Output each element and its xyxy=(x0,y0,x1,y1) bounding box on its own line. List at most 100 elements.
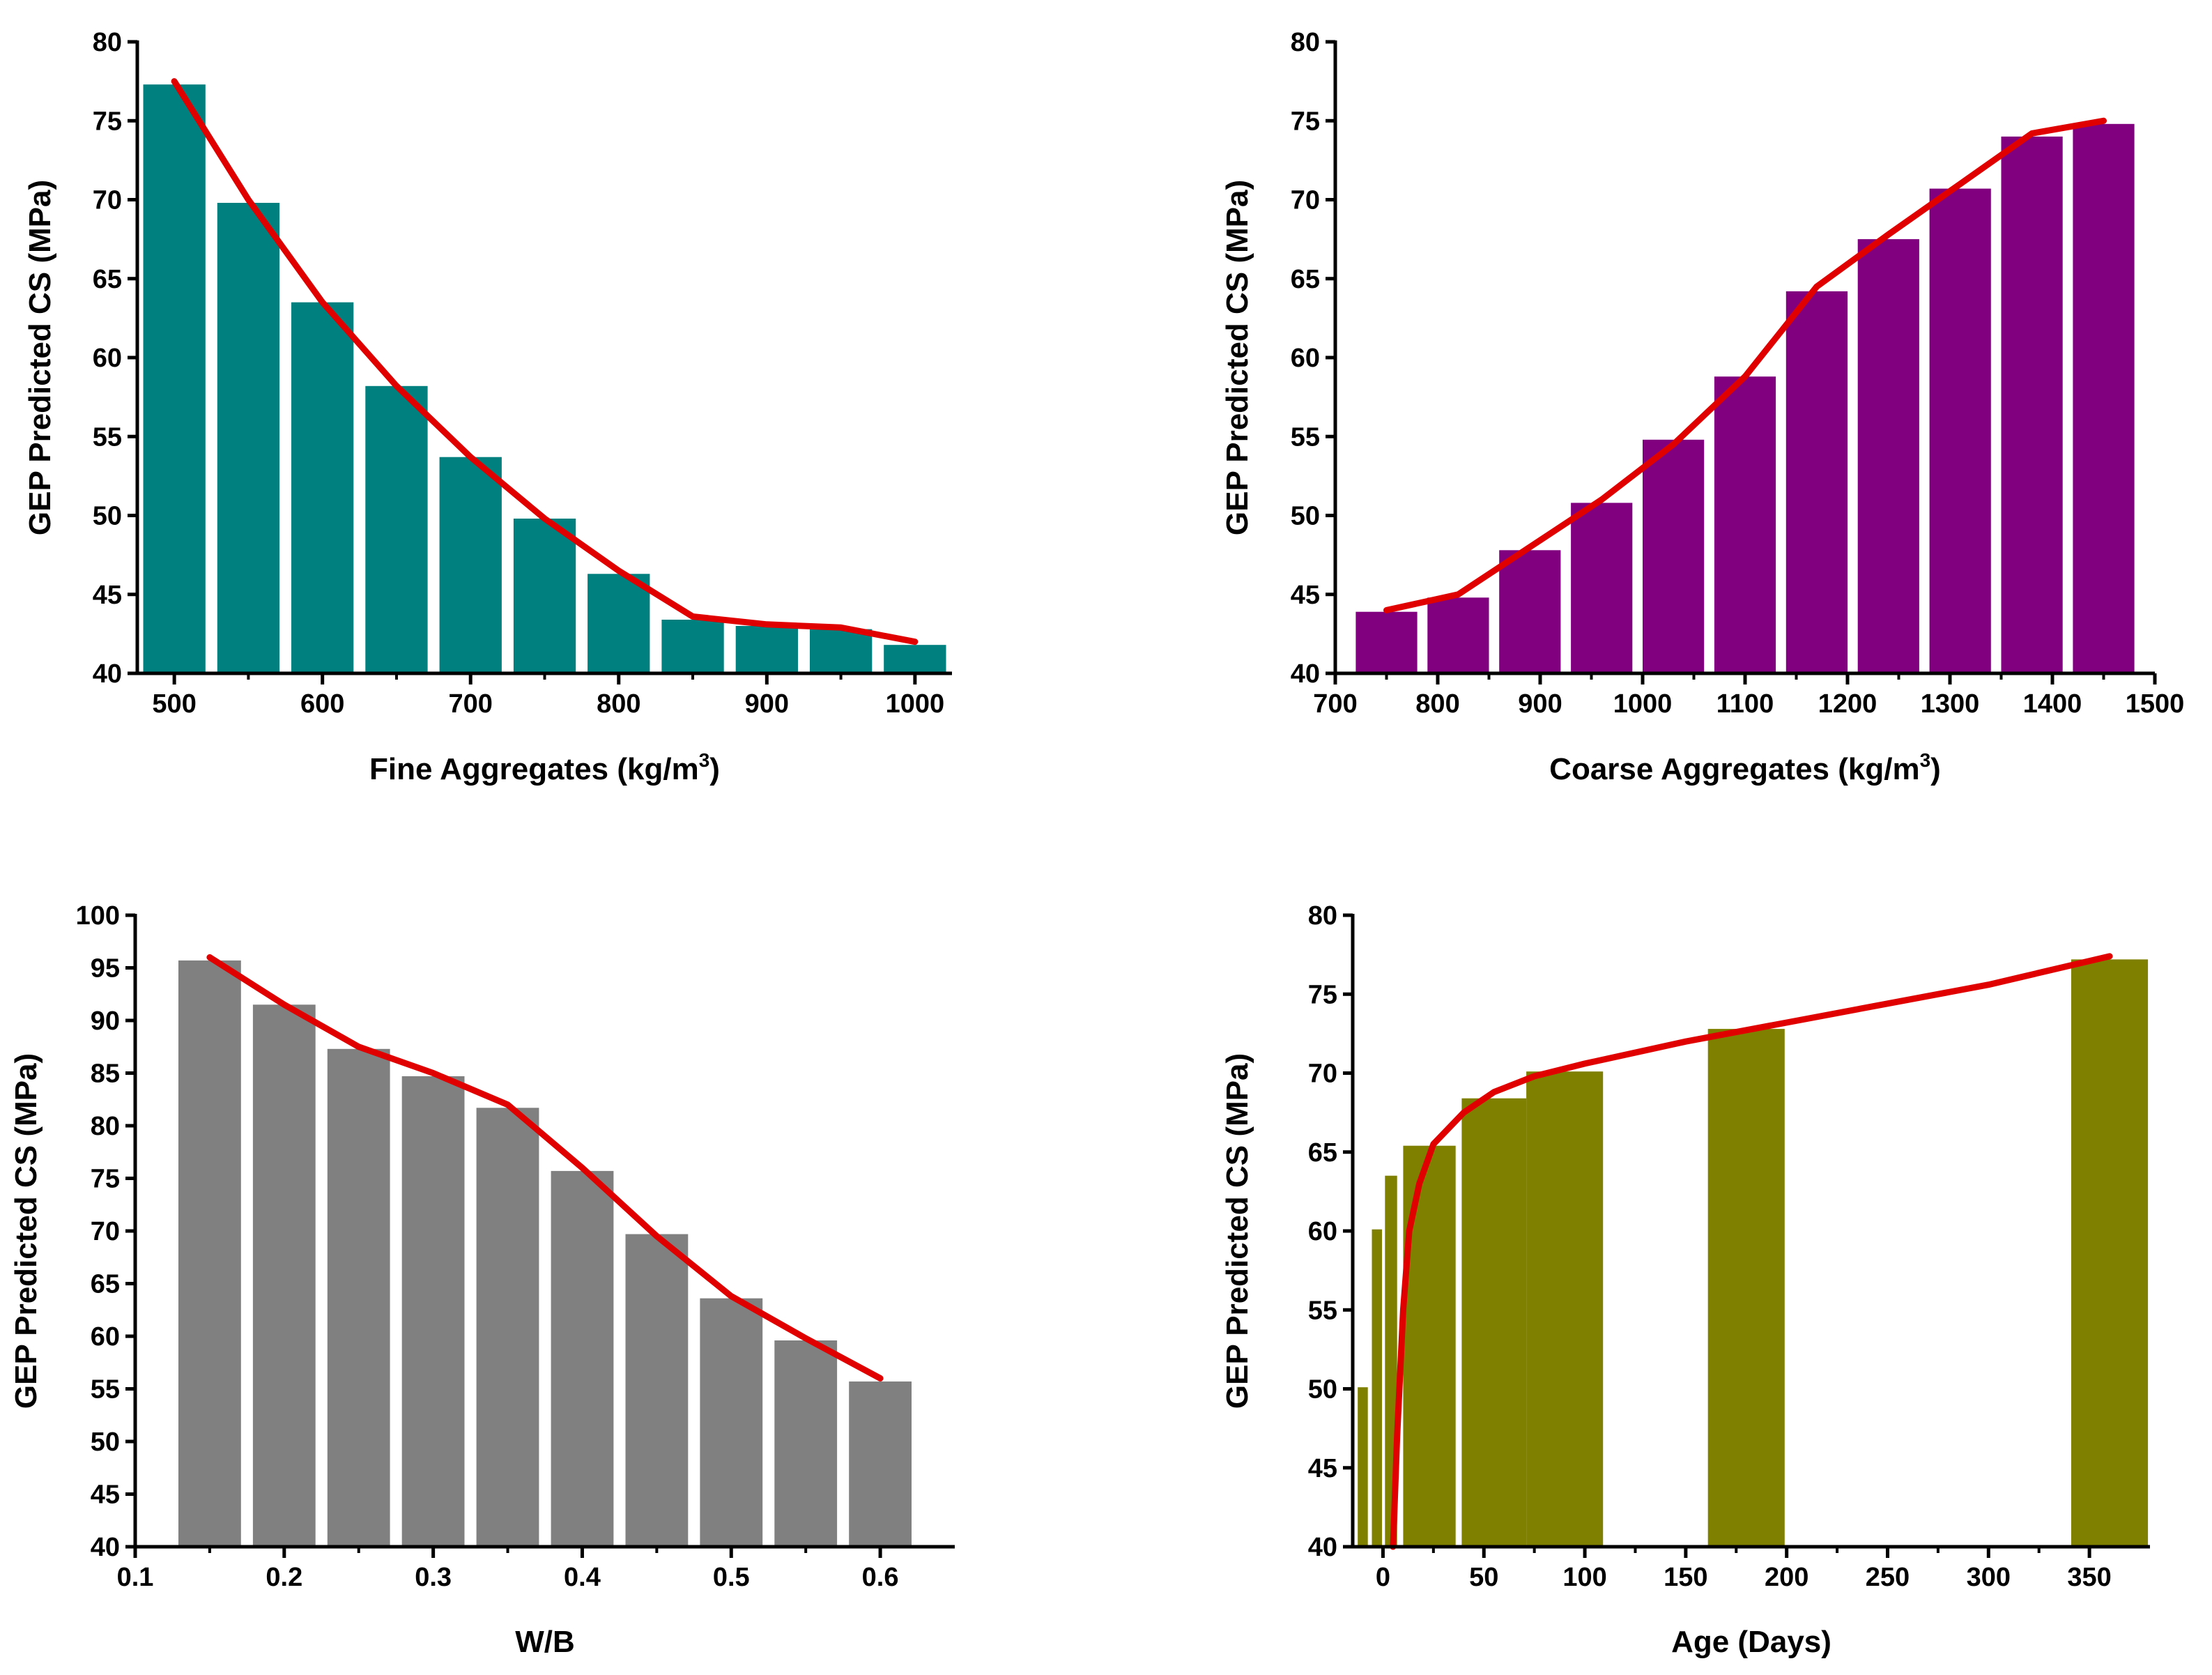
y-axis-label: GEP Predicted CS (MPa) xyxy=(1220,180,1254,535)
chart-panel-2: 40 45 50 55 60 65 70 75 80 700 800 900 1000 1100 1200 1… xyxy=(1220,28,2184,786)
y-tick-label: 90 xyxy=(91,1007,120,1036)
x-tick-label: 1200 xyxy=(1818,689,1877,719)
bar-2 xyxy=(1427,597,1489,673)
bar-2 xyxy=(1372,1229,1382,1547)
bar-6 xyxy=(1714,376,1776,673)
y-tick-label: 55 xyxy=(93,422,122,452)
y-tick-label: 40 xyxy=(93,659,122,689)
x-tick-label: 1000 xyxy=(1613,689,1673,719)
x-tick-label: 0.4 xyxy=(564,1563,601,1592)
y-tick-label: 80 xyxy=(91,1112,120,1141)
bar-11 xyxy=(884,645,946,673)
x-tick-label: 1100 xyxy=(1716,689,1774,719)
x-tick-label: 800 xyxy=(1415,689,1459,719)
bar-8 xyxy=(700,1298,763,1547)
y-tick-label: 85 xyxy=(91,1060,120,1089)
bar-5 xyxy=(439,457,502,673)
x-axis-label-tail: ) xyxy=(1930,752,1941,786)
x-tick-label: 0.2 xyxy=(266,1563,302,1592)
y-tick-label: 50 xyxy=(1308,1375,1337,1405)
x-axis-label: Age (Days) xyxy=(1671,1625,1831,1659)
x-tick-label: 0.5 xyxy=(713,1563,750,1592)
bar-4 xyxy=(365,385,428,673)
x-tick-label: 300 xyxy=(1967,1563,2011,1592)
bar-8 xyxy=(661,620,724,673)
y-tick-label: 100 xyxy=(76,901,120,931)
x-tick-label: 0.3 xyxy=(415,1563,452,1592)
trend-line xyxy=(1390,953,2113,1550)
x-axis-label: Coarse Aggregates (kg/m3) xyxy=(1549,749,1941,786)
y-tick-label: 80 xyxy=(93,28,122,57)
x-axis-label: Fine Aggregates (kg/m3) xyxy=(369,749,720,786)
y-tick-label: 60 xyxy=(91,1322,120,1352)
bar-11 xyxy=(2073,123,2135,674)
bar-4 xyxy=(1571,503,1633,673)
y-tick-label: 75 xyxy=(91,1165,120,1194)
x-tick-label: 900 xyxy=(1518,689,1562,719)
x-tick-label: 50 xyxy=(1469,1563,1498,1592)
bar-3 xyxy=(327,1048,390,1547)
y-tick-label: 50 xyxy=(1291,502,1320,531)
x-tick-label: 1300 xyxy=(1921,689,1980,719)
bar-9 xyxy=(774,1340,838,1547)
x-axis-label-superscript: 3 xyxy=(1920,749,1931,771)
x-tick-label: 700 xyxy=(1313,689,1357,719)
chart-panel-1: 40 45 50 55 60 65 70 75 80 500 600 700 800 900 1000 Fin… xyxy=(23,28,952,786)
bar-10 xyxy=(810,629,873,673)
x-axis-label: W/B xyxy=(515,1625,575,1659)
y-tick-label: 40 xyxy=(1291,659,1320,689)
bar-9 xyxy=(735,626,798,673)
y-axis-label: GEP Predicted CS (MPa) xyxy=(23,180,57,535)
y-tick-label: 70 xyxy=(91,1217,120,1246)
y-tick-label: 45 xyxy=(93,581,122,610)
x-tick-label: 250 xyxy=(1866,1563,1910,1592)
y-tick-label: 55 xyxy=(1291,422,1320,452)
y-tick-label: 40 xyxy=(91,1533,120,1562)
x-tick-label: 0.6 xyxy=(862,1563,899,1592)
x-axis-label-tail: ) xyxy=(709,752,720,786)
bar-2 xyxy=(217,203,280,673)
bar-1 xyxy=(1355,611,1418,673)
y-tick-label: 80 xyxy=(1291,28,1320,57)
y-tick-label: 50 xyxy=(93,502,122,531)
y-tick-label: 70 xyxy=(1291,186,1320,215)
bar-5 xyxy=(1643,439,1705,673)
x-tick-label: 1400 xyxy=(2023,689,2082,719)
x-tick-label: 200 xyxy=(1765,1563,1808,1592)
x-axis-label-superscript: 3 xyxy=(699,749,710,771)
bar-8 xyxy=(1857,239,1919,674)
x-tick-label: 100 xyxy=(1562,1563,1606,1592)
y-tick-label: 75 xyxy=(93,107,122,136)
bar-2 xyxy=(252,1004,316,1547)
chart-panel-3: 40 45 50 55 60 65 70 75 80 85 90 95 100 0.1 0.2 0.3 0.4 0… xyxy=(9,901,955,1659)
bar-8 xyxy=(2071,959,2149,1547)
x-tick-label: 800 xyxy=(597,689,640,719)
bar-6 xyxy=(513,519,576,673)
y-tick-label: 60 xyxy=(1291,344,1320,373)
y-tick-label: 80 xyxy=(1308,901,1337,931)
bar-1 xyxy=(1358,1387,1368,1547)
y-tick-label: 95 xyxy=(91,954,120,984)
y-tick-label: 50 xyxy=(91,1428,120,1457)
bar-3 xyxy=(1499,550,1561,673)
bar-7 xyxy=(1785,291,1848,673)
bar-1 xyxy=(178,960,241,1547)
bar-3 xyxy=(291,302,354,673)
bar-5 xyxy=(1461,1098,1527,1547)
y-tick-label: 65 xyxy=(1308,1138,1337,1168)
bar-6 xyxy=(1526,1071,1604,1547)
x-tick-label: 900 xyxy=(745,689,789,719)
y-tick-label: 60 xyxy=(93,344,122,373)
x-tick-label: 1500 xyxy=(2126,689,2185,719)
y-tick-label: 60 xyxy=(1308,1217,1337,1246)
y-tick-label: 65 xyxy=(93,265,122,294)
bar-7 xyxy=(1707,1029,1785,1547)
trend-line xyxy=(171,78,919,645)
y-tick-label: 75 xyxy=(1291,107,1320,136)
y-axis-label: GEP Predicted CS (MPa) xyxy=(9,1053,43,1409)
y-tick-label: 40 xyxy=(1308,1533,1337,1562)
y-tick-label: 45 xyxy=(1291,581,1320,610)
bar-5 xyxy=(476,1108,539,1547)
bar-1 xyxy=(143,84,206,673)
